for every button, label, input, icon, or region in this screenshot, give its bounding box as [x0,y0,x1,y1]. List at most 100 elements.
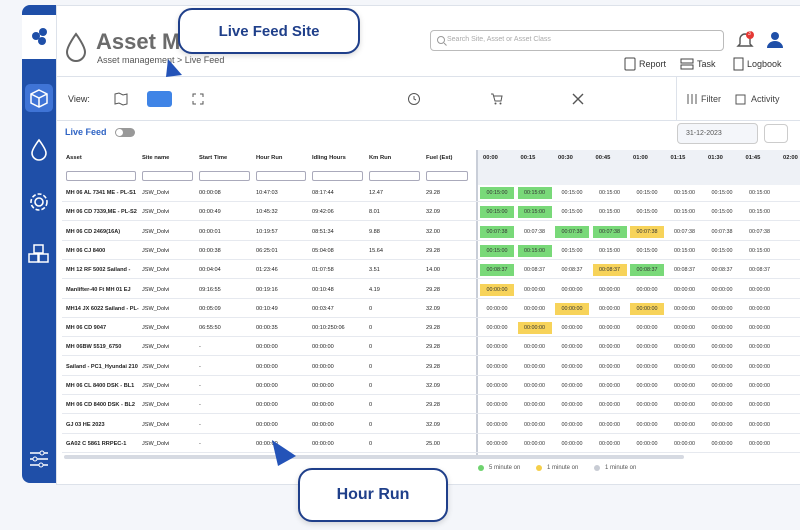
list-view[interactable] [147,91,172,107]
column-filter[interactable] [199,171,250,181]
column-header: Asset [66,155,82,161]
asset-name: MH 12 RF 5002 Sailand - [66,267,131,274]
cell: 32.09 [426,305,440,312]
search-placeholder: Search Site, Asset or Asset Class [447,36,551,43]
clock-icon[interactable] [407,92,421,106]
time-slot: 00:15:00 [742,187,777,199]
live-feed-toggle[interactable] [115,128,135,137]
time-slot: 00:08:37 [667,264,702,277]
cell: 32.09 [426,383,440,389]
cell: 00:10:250:06 [312,325,345,332]
time-slot: 00:00:00 [592,437,627,450]
column-filter[interactable] [312,171,363,181]
activity-button[interactable]: Activity [751,94,780,104]
breadcrumb: Asset management > Live Feed [97,55,225,65]
report-button[interactable]: Report [639,59,667,69]
time-slot: 00:00:00 [480,437,514,450]
time-slot: 00:00:00 [480,341,514,354]
nav-assets[interactable] [25,84,53,112]
notification-count: 3 [748,31,751,37]
time-slot: 00:15:00 [517,244,552,257]
column-filter[interactable] [369,171,420,181]
cart-icon[interactable] [490,92,504,106]
tools-icon[interactable] [571,92,585,106]
cell: 00:00:00 [256,363,278,370]
time-slot: 00:00:00 [592,380,627,392]
fullscreen-view[interactable] [190,91,206,107]
cell: JSW_Dolvi [142,402,170,409]
cell: 00:00:00 [312,344,334,351]
cell: 00:00:01 [199,228,221,235]
time-slot: 00:00:00 [705,302,739,315]
time-slot: 00:07:38 [667,225,702,238]
time-slot: 00:00:00 [480,360,514,373]
nav-inventory[interactable] [26,242,52,266]
table-divider [476,150,478,455]
time-slot: 00:00:00 [742,418,777,431]
cell: 12.47 [369,190,383,196]
time-slot: 00:15:00 [592,206,627,219]
row-line [62,258,800,260]
cell: 29.28 [426,344,440,351]
time-slot: 00:08:37 [555,264,589,277]
time-slot: 00:15:00 [480,206,514,219]
callout-live-feed-site: Live Feed Site [178,8,360,54]
logbook-button[interactable]: Logbook [747,59,782,69]
date-text: 31-12-2023 [686,130,722,137]
search-box[interactable]: Search Site, Asset or Asset Class [430,30,724,51]
task-button[interactable]: Task [697,59,716,69]
cell: 00:10:49 [256,305,278,312]
nav-sliders[interactable] [27,447,51,471]
scrollbar [64,455,684,459]
cell: 09:42:06 [312,209,334,216]
user-icon[interactable] [766,30,784,50]
time-slot: 00:00:00 [705,341,739,354]
time-slot: 00:00:00 [517,341,552,354]
legend-label: 1 minute on [547,465,579,471]
cell: JSW_Dolvi [142,325,170,332]
cell: 25.00 [426,440,440,447]
cell: 00:00:00 [256,383,278,389]
date-picker[interactable]: 31-12-2023 [677,123,758,144]
cell: 00:10:48 [312,286,334,293]
cell: 00:00:35 [256,325,278,332]
cell: 00:00:00 [256,440,278,447]
column-header: Fuel (Est) [426,155,453,161]
time-slot: 00:00:00 [630,399,664,412]
row-line [62,355,800,357]
cell: 29.28 [426,363,440,370]
column-filter[interactable] [66,171,136,181]
cell: 00:00:00 [256,402,278,409]
cell: - [199,421,201,428]
time-slot: 00:15:00 [555,244,589,257]
cell: 0 [369,344,373,351]
cell: 00:00:00 [256,344,278,351]
bell-icon[interactable] [736,30,754,50]
sidebar [22,5,56,483]
logo-icon [32,28,47,45]
asset-name: MH14 JX 6022 Sailand - PL- [66,305,139,312]
map-view[interactable] [112,91,130,107]
time-slot: 00:15:00 [555,187,589,199]
expand-button[interactable] [764,124,788,143]
column-filter[interactable] [256,171,306,181]
cell: 15.64 [369,247,383,254]
row-line [62,278,800,280]
time-slot: 00:00:00 [517,380,552,392]
cell: 00:00:49 [199,209,221,216]
legend-label: 5 minute on [489,465,521,471]
time-slot: 00:15:00 [555,206,589,219]
column-filter[interactable] [426,171,468,181]
time-slot: 00:00:00 [630,302,664,315]
cell: 0 [369,363,373,370]
nav-settings[interactable] [27,190,51,214]
time-slot: 00:00:00 [630,418,664,431]
nav-fuel[interactable] [27,137,51,163]
time-slot: 00:00:00 [667,322,702,335]
view-label: View: [68,94,90,104]
logo[interactable] [22,15,56,59]
column-header: Idling Hours [312,155,346,161]
column-filter[interactable] [142,171,193,181]
cell: JSW_Dolvi [142,190,170,196]
filter-button[interactable]: Filter [701,94,721,104]
